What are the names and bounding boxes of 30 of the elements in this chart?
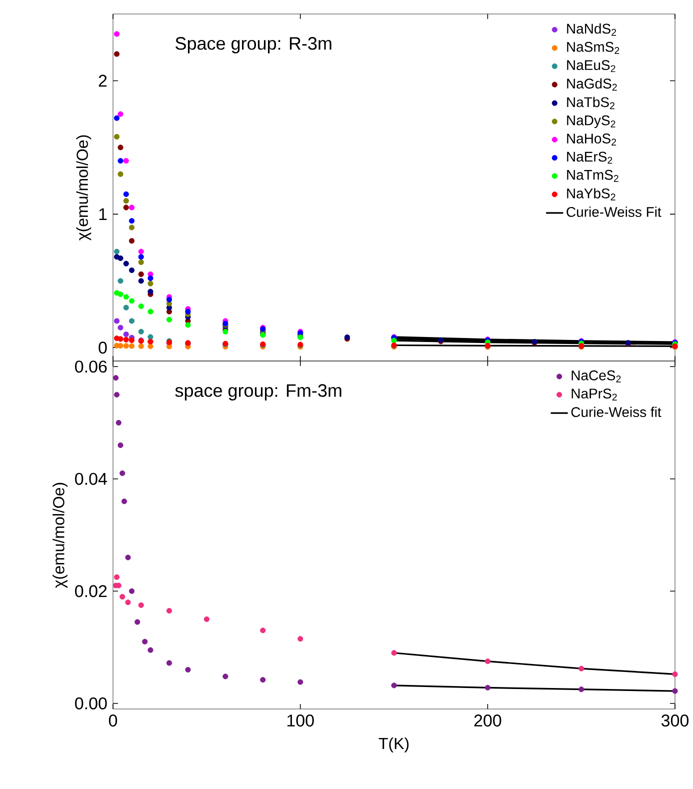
legend-label: NaEuS$_{2}$ — [567, 60, 616, 72]
y-tick-label: 0.02 — [75, 585, 107, 598]
y-tick-label: 2 — [98, 74, 107, 87]
x-tick-label: 0 — [108, 714, 118, 727]
x-axis-title: T(K) — [378, 737, 409, 752]
legend-label: NaGdS$_{2}$ — [567, 78, 617, 91]
x-tick-label: 200 — [474, 714, 502, 727]
annotation: space group: Fm-3m — [175, 384, 342, 400]
x-tick-label: 100 — [287, 714, 314, 727]
legend-label: NaHoS$_{2}$ — [567, 134, 616, 146]
annotation: Space group: R-3m — [176, 37, 332, 54]
y-axis-title: χ(emu/mol/Oe) — [76, 135, 92, 240]
legend-label: NaDyS$_{2}$ — [567, 115, 616, 128]
legend-label: NaSmS$_{2}$ — [567, 42, 620, 54]
y-tick-label: 1 — [99, 208, 107, 220]
x-tick-label: 300 — [661, 714, 689, 727]
legend-label: NaTbS$_{2}$ — [567, 96, 614, 110]
y-axis-title: χ(emu/mol/Oe) — [52, 482, 68, 588]
legend-label: NaTmS$_{2}$ — [567, 170, 618, 182]
legend-label: Curie-Weiss Fit — [566, 206, 662, 217]
y-tick-label: 0 — [98, 342, 107, 354]
y-tick-label: 0.06 — [75, 360, 107, 373]
y-tick-label: 0.04 — [75, 472, 107, 485]
legend-label: NaYbS$_{2}$ — [567, 188, 616, 200]
legend-label: Curie-Weiss fit — [571, 406, 662, 418]
legend-label: NaNdS$_{2}$ — [567, 23, 616, 36]
legend-label: NaErS$_{2}$ — [567, 152, 612, 164]
y-tick-label: 0.00 — [75, 697, 107, 710]
legend-label: NaCeS$_{2}$ — [572, 370, 621, 382]
legend-label: NaPrS$_{2}$ — [572, 388, 617, 401]
